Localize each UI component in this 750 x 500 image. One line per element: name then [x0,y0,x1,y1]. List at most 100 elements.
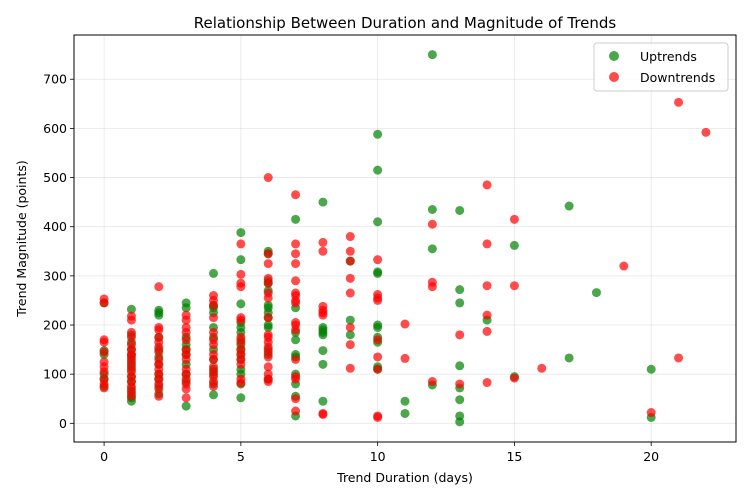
point-downtrends [99,367,109,377]
point-downtrends [646,408,656,418]
point-downtrends [154,347,164,357]
point-downtrends [181,315,191,325]
point-downtrends [291,394,301,404]
legend-label-uptrends: Uptrends [640,49,697,64]
x-tick-label: 20 [643,449,659,464]
point-downtrends [236,315,246,325]
point-downtrends [509,373,519,383]
point-downtrends [126,332,136,342]
point-downtrends [537,363,547,373]
point-downtrends [345,340,355,350]
y-tick-label: 300 [43,268,67,283]
point-downtrends [291,276,301,286]
point-uptrends [345,315,355,325]
point-uptrends [318,346,328,356]
point-uptrends [509,240,519,250]
point-downtrends [99,383,109,393]
point-downtrends [345,256,355,266]
point-downtrends [154,391,164,401]
point-downtrends [99,347,109,357]
point-downtrends [291,374,301,384]
point-uptrends [564,353,574,363]
point-uptrends [455,417,465,427]
legend-box [593,42,729,92]
point-downtrends [209,327,219,337]
point-downtrends [263,293,273,303]
point-downtrends [263,249,273,259]
point-uptrends [318,197,328,207]
point-downtrends [482,239,492,249]
point-downtrends [373,255,383,265]
point-downtrends [126,315,136,325]
point-uptrends [427,50,437,60]
point-uptrends [455,395,465,405]
point-downtrends [345,363,355,373]
point-uptrends [455,205,465,215]
point-downtrends [318,246,328,256]
point-downtrends [373,335,383,345]
point-downtrends [482,310,492,320]
point-downtrends [373,364,383,374]
point-downtrends [126,391,136,401]
point-downtrends [345,288,355,298]
y-tick-label: 600 [43,121,67,136]
point-uptrends [181,303,191,313]
point-downtrends [154,325,164,335]
point-downtrends [482,326,492,336]
point-uptrends [564,201,574,211]
point-downtrends [209,354,219,364]
point-downtrends [345,246,355,256]
point-downtrends [427,219,437,229]
point-downtrends [674,353,684,363]
point-downtrends [400,353,410,363]
point-uptrends [181,401,191,411]
point-downtrends [263,173,273,183]
point-downtrends [427,282,437,292]
point-uptrends [400,408,410,418]
point-uptrends [126,304,136,314]
point-downtrends [291,298,301,308]
chart-title: Relationship Between Duration and Magnit… [194,14,617,32]
x-tick-label: 0 [100,449,108,464]
point-uptrends [318,330,328,340]
point-downtrends [236,282,246,292]
point-downtrends [99,337,109,347]
point-downtrends [509,281,519,291]
y-tick-label: 500 [43,170,67,185]
point-downtrends [263,278,273,288]
point-downtrends [181,393,191,403]
plot-frame [73,34,737,443]
point-downtrends [482,281,492,291]
point-downtrends [674,97,684,107]
legend-marker-downtrends [609,72,619,82]
point-downtrends [455,379,465,389]
y-tick-label: 200 [43,318,67,333]
point-downtrends [373,352,383,362]
point-downtrends [701,127,711,137]
point-downtrends [263,259,273,269]
point-uptrends [236,393,246,403]
point-downtrends [455,330,465,340]
point-downtrends [373,295,383,305]
point-uptrends [455,298,465,308]
y-tick-label: 100 [43,367,67,382]
y-tick-label: 700 [43,72,67,87]
y-tick-label: 0 [59,416,67,431]
point-downtrends [291,190,301,200]
point-downtrends [181,327,191,337]
point-uptrends [455,285,465,295]
point-uptrends [209,390,219,400]
point-downtrends [209,313,219,323]
point-downtrends [318,237,328,247]
y-tick-label: 400 [43,219,67,234]
point-uptrends [427,244,437,254]
point-uptrends [154,310,164,320]
point-uptrends [209,268,219,278]
point-downtrends [291,259,301,269]
point-uptrends [345,330,355,340]
data-points [99,50,711,427]
point-downtrends [318,409,328,419]
legend-marker-uptrends [609,51,619,61]
